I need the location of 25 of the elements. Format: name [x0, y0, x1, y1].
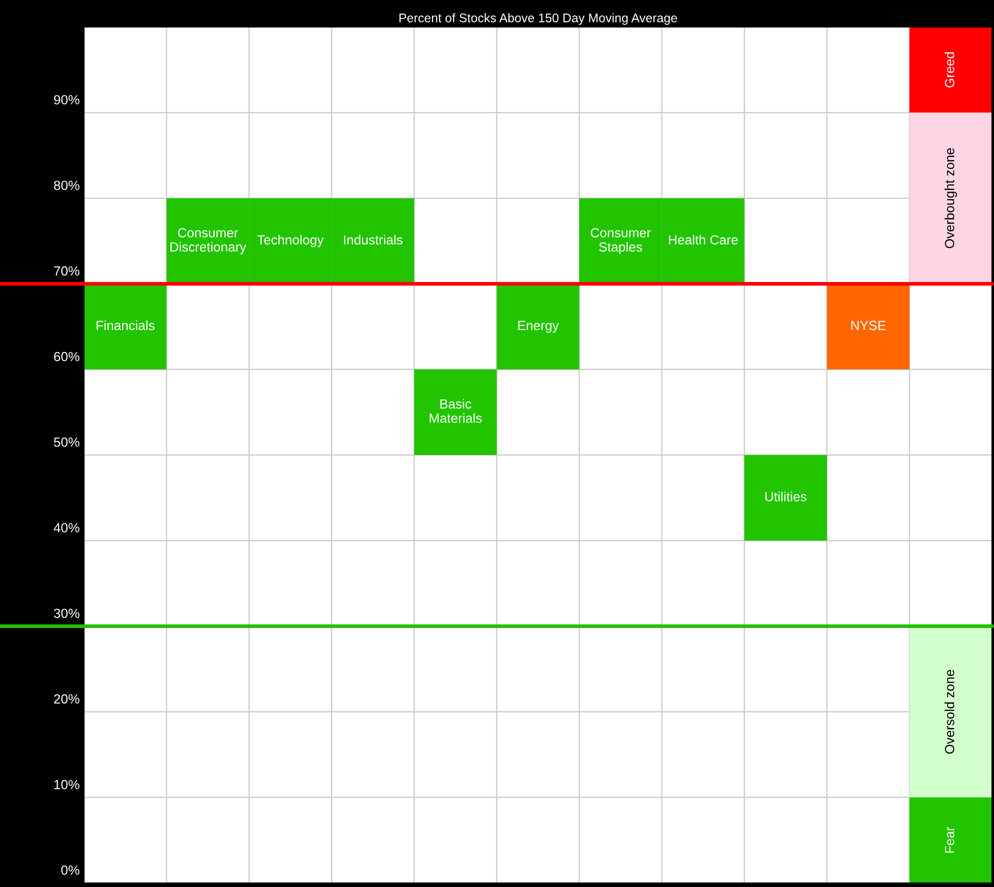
- series-label: Financials: [96, 320, 154, 330]
- series-label: Technology: [257, 234, 324, 248]
- series-label: Utilities: [765, 492, 806, 502]
- series-label: Greed: [944, 52, 954, 88]
- y-tick-label: 80%: [54, 180, 80, 190]
- series-label: Basic Materials: [430, 398, 482, 423]
- y-tick-label: 40%: [54, 523, 80, 532]
- y-tick-label: 10%: [54, 780, 80, 790]
- y-tick-label: 0%: [61, 865, 80, 875]
- series-label: Consumer Discretionary: [170, 228, 246, 254]
- y-tick-label: 30%: [54, 608, 80, 618]
- y-tick-label: 70%: [54, 266, 80, 276]
- chart-title: Percent of Stocks Above 150 Day Moving Average: [399, 13, 678, 25]
- y-tick-label: 20%: [54, 694, 80, 704]
- y-tick-label: 60%: [54, 352, 80, 362]
- y-tick-label: 90%: [54, 95, 80, 104]
- series-label: NYSE: [851, 320, 886, 330]
- series-label: Fear: [945, 826, 954, 853]
- series-label: Health Care: [668, 234, 738, 245]
- series-label: Oversold zone: [944, 670, 954, 754]
- series-label: Industrials: [344, 234, 402, 245]
- series-label: Consumer Staples: [590, 228, 651, 254]
- series-label: Overbought zone: [944, 148, 957, 248]
- series-label: Energy: [518, 320, 559, 333]
- y-tick-label: 50%: [54, 437, 80, 447]
